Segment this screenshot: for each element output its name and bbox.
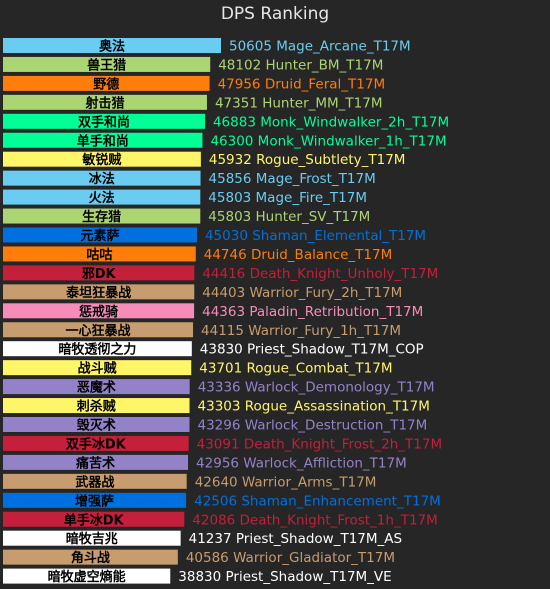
bar-28 [3, 568, 171, 584]
value-label-24: 42506 Shaman_Enhancement_T17M [194, 493, 441, 509]
bars-group: 奥法 50605 Mage_Arcane_T17M 兽王猎 48102 Hunter_… [3, 38, 449, 585]
chart-title: DPS Ranking [221, 4, 329, 24]
bar-19 [3, 398, 190, 414]
bar-26 [3, 530, 181, 546]
value-label-7: 45856 Mage_Frost_T17M [209, 171, 376, 187]
value-label-26: 41237 Priest_Shadow_T17M_AS [189, 531, 402, 547]
bar-24 [3, 492, 187, 508]
bar-18 [3, 379, 190, 395]
bar-label-11: 咕咕 [86, 247, 112, 263]
value-label-6: 45932 Rogue_Subtlety_T17M [209, 152, 406, 168]
value-label-17: 43701 Rogue_Combat_T17M [199, 361, 392, 377]
bar-8 [3, 189, 201, 205]
bar-label-15: 一心狂暴战 [66, 323, 131, 339]
bar-label-7: 冰法 [89, 171, 115, 187]
bar-label-1: 兽王猎 [87, 57, 126, 73]
bar-label-28: 暗牧虚空熵能 [48, 569, 126, 585]
bar-27 [3, 549, 178, 565]
value-label-23: 42640 Warrior_Arms_T17M [195, 474, 377, 490]
bar-label-0: 奥法 [99, 39, 125, 55]
value-label-3: 47351 Hunter_MM_T17M [215, 95, 383, 111]
value-label-27: 40586 Warrior_Gladiator_T17M [186, 550, 395, 566]
bar-label-20: 毁灭术 [77, 418, 116, 434]
value-label-4: 46883 Monk_Windwalker_2h_T17M [213, 114, 449, 130]
bar-21 [3, 435, 189, 451]
bar-7 [3, 170, 201, 186]
value-label-10: 45030 Shaman_Elemental_T17M [205, 228, 426, 244]
value-label-0: 50605 Mage_Arcane_T17M [229, 39, 411, 55]
value-label-8: 45803 Mage_Fire_T17M [208, 190, 367, 206]
bar-label-3: 射击猎 [84, 95, 124, 111]
bar-14 [3, 303, 195, 319]
bar-25 [3, 511, 185, 527]
bar-label-6: 敏锐贼 [81, 152, 121, 168]
value-label-19: 43303 Rogue_Assassination_T17M [198, 399, 430, 415]
value-label-12: 44416 Death_Knight_Unholy_T17M [202, 266, 438, 282]
bar-1 [3, 56, 211, 72]
value-label-25: 42086 Death_Knight_Frost_1h_T17M [192, 512, 437, 528]
bar-3 [3, 94, 207, 110]
bar-11 [3, 246, 196, 262]
bar-10 [3, 227, 197, 243]
bar-label-13: 泰坦狂暴战 [65, 285, 131, 301]
bar-9 [3, 208, 201, 224]
bar-22 [3, 454, 189, 470]
value-label-5: 46300 Monk_Windwalker_1h_T17M [210, 133, 446, 149]
value-label-9: 45803 Hunter_SV_T17M [208, 209, 370, 225]
value-label-21: 43091 Death_Knight_Frost_2h_T17M [197, 436, 442, 452]
bar-label-14: 惩戒骑 [79, 304, 118, 320]
bar-15 [3, 322, 194, 338]
bar-6 [3, 151, 201, 167]
value-label-20: 43296 Warlock_Destruction_T17M [198, 418, 428, 434]
value-label-1: 48102 Hunter_BM_T17M [218, 57, 383, 73]
bar-label-23: 武器战 [75, 474, 114, 490]
value-label-16: 43830 Priest_Shadow_T17M_COP [200, 342, 424, 358]
bar-label-21: 双手冰DK [66, 436, 127, 452]
bar-label-4: 双手和尚 [78, 114, 130, 130]
value-label-28: 38830 Priest_Shadow_T17M_VE [178, 569, 391, 585]
bar-label-22: 痛苦术 [75, 455, 115, 471]
bar-12 [3, 265, 195, 281]
bar-label-12: 邪DK [81, 267, 117, 282]
bar-2 [3, 75, 210, 91]
bar-label-26: 暗牧吉兆 [66, 531, 118, 547]
value-label-11: 44746 Druid_Balance_T17M [204, 247, 392, 263]
bar-5 [3, 132, 203, 148]
bar-label-24: 增强萨 [75, 493, 114, 509]
value-label-14: 44363 Paladin_Retribution_T17M [202, 304, 423, 320]
bar-label-9: 生存猎 [82, 209, 121, 225]
value-label-15: 44115 Warrior_Fury_1h_T17M [201, 323, 401, 339]
bar-4 [3, 113, 205, 129]
bar-23 [3, 473, 187, 489]
bar-20 [3, 417, 190, 432]
value-label-13: 44403 Warrior_Fury_2h_T17M [202, 285, 402, 301]
bar-label-2: 野德 [93, 76, 119, 92]
bar-13 [3, 284, 195, 300]
bar-label-10: 元素萨 [80, 228, 119, 244]
bar-label-17: 战斗贼 [78, 361, 117, 377]
bar-16 [3, 341, 192, 357]
bar-label-16: 暗牧透彻之力 [58, 342, 136, 358]
bar-17 [3, 360, 192, 376]
bar-label-5: 单手和尚 [77, 133, 129, 149]
bar-label-18: 恶魔术 [77, 380, 116, 396]
value-label-22: 42956 Warlock_Affliction_T17M [196, 455, 407, 471]
bar-label-19: 刺杀贼 [77, 399, 116, 415]
value-label-2: 47956 Druid_Feral_T17M [218, 76, 386, 92]
bar-label-25: 单手冰DK [64, 512, 125, 528]
bar-0 [3, 38, 221, 53]
value-label-18: 43336 Warlock_Demonology_T17M [198, 380, 435, 396]
bar-label-27: 角斗战 [71, 550, 110, 566]
bar-label-8: 火法 [89, 190, 115, 206]
